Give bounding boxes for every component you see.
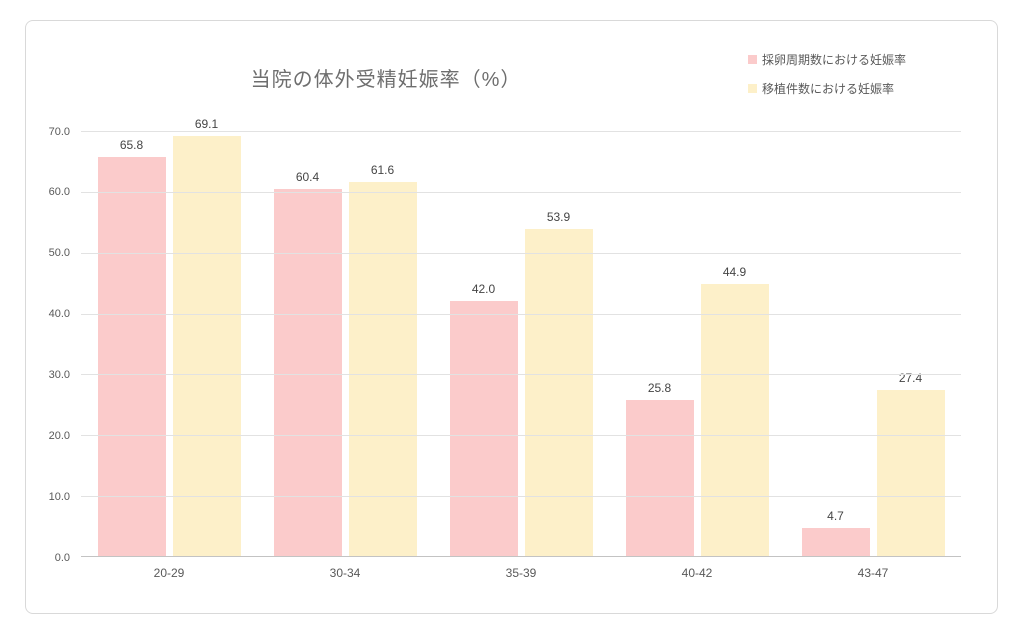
bar-series2-40-42: 44.9: [700, 265, 769, 557]
y-tick-label: 10.0: [48, 490, 70, 503]
y-tick-label: 20.0: [48, 429, 70, 442]
bar-group-35-39: 42.0 53.9: [433, 131, 609, 557]
legend-item: 採卵周期数における妊娠率: [748, 51, 906, 68]
bar-group-40-42: 25.8 44.9: [609, 131, 785, 557]
x-axis-line: [81, 556, 961, 557]
y-tick-label: 60.0: [48, 186, 70, 199]
bar-value-label: 42.0: [471, 282, 496, 297]
bar-value-label: 60.4: [295, 170, 320, 185]
x-axis-labels: 20-29 30-34 35-39 40-42 43-47: [81, 566, 961, 580]
gridline: [81, 374, 961, 376]
bar-value-label: 69.1: [194, 117, 219, 132]
bar-value-label: 4.7: [827, 509, 844, 524]
chart-legend: 採卵周期数における妊娠率 移植件数における妊娠率: [748, 51, 906, 97]
bar-series2-43-47: 27.4: [876, 371, 945, 557]
bar-series1-30-34: 60.4: [273, 170, 342, 557]
bar-series2-20-29: 69.1: [172, 117, 241, 557]
bar-value-label: 27.4: [898, 371, 923, 386]
bar-value-label: 25.8: [647, 381, 672, 395]
bar-value-label: 44.9: [722, 264, 747, 279]
gridline: [81, 496, 961, 498]
x-tick-label: 30-34: [329, 566, 361, 580]
bar-series1-40-42: 25.8: [625, 381, 694, 557]
bar-series1-35-39: 42.0: [449, 282, 518, 557]
y-tick-label: 50.0: [48, 247, 70, 260]
y-tick-label: 0.0: [54, 551, 70, 564]
legend-item: 移植件数における妊娠率: [748, 80, 906, 97]
gridline: [81, 191, 961, 193]
y-tick-label: 40.0: [48, 308, 70, 321]
x-tick-label: 20-29: [153, 566, 185, 580]
bar-series2-35-39: 53.9: [524, 210, 593, 557]
x-tick-label: 35-39: [505, 566, 537, 580]
bar-value-label: 61.6: [370, 163, 395, 178]
bar-value-label: 65.8: [119, 137, 144, 152]
bar-value-label: 53.9: [546, 209, 571, 224]
y-tick-label: 30.0: [48, 368, 70, 381]
gridline: [81, 131, 961, 132]
gridline: [81, 313, 961, 315]
gridline: [81, 252, 961, 254]
bar-series2-30-34: 61.6: [348, 163, 417, 557]
bar-groups: 65.8 69.1 60.4 61.6 42.0 53.9 25.8 44.9 4.7 27.4: [81, 117, 961, 557]
legend-label: 採卵周期数における妊娠率: [762, 53, 907, 67]
chart-title: 当院の体外受精妊娠率（%）: [250, 69, 522, 91]
bar-series1-43-47: 4.7: [801, 509, 870, 557]
bar-group-30-34: 60.4 61.6: [257, 131, 433, 557]
y-tick-label: 70.0: [48, 125, 70, 138]
gridline: [81, 435, 961, 437]
x-tick-label: 43-47: [857, 566, 889, 580]
bar-group-20-29: 65.8 69.1: [81, 117, 257, 557]
legend-swatch-icon: [748, 84, 757, 93]
x-tick-label: 40-42: [681, 566, 713, 580]
legend-swatch-icon: [748, 55, 757, 64]
bar-series1-20-29: 65.8: [97, 138, 166, 557]
chart-card: 当院の体外受精妊娠率（%） 採卵周期数における妊娠率 移植件数における妊娠率 65…: [25, 20, 998, 614]
bar-group-43-47: 4.7 27.4: [785, 131, 961, 557]
legend-label: 移植件数における妊娠率: [762, 82, 895, 96]
plot-area: 65.8 69.1 60.4 61.6 42.0 53.9 25.8 44.9 4.7 27.4 …: [49, 117, 961, 580]
